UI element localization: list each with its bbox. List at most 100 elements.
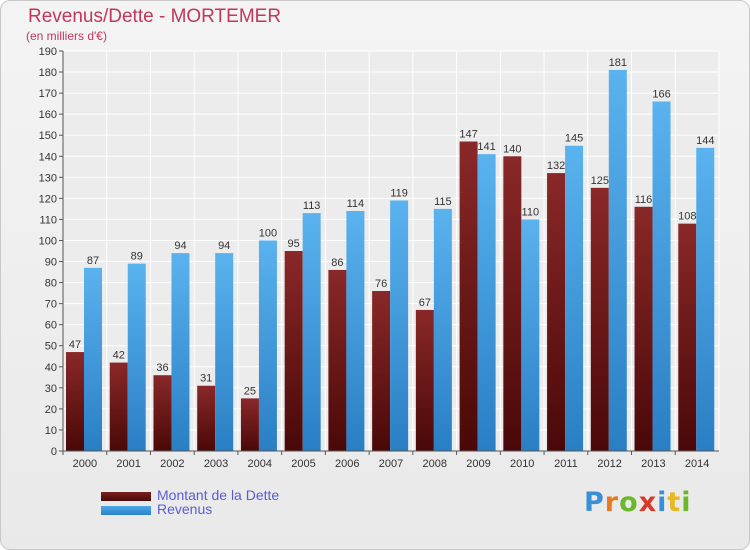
y-tick-label: 10 [45, 425, 57, 437]
proxiti-logo: Proxiti [584, 487, 692, 518]
x-tick-label: 2002 [160, 458, 184, 470]
data-label: 36 [156, 362, 168, 374]
chart-title: Revenus/Dette - MORTEMER [28, 6, 282, 27]
data-label: 125 [591, 175, 609, 187]
data-label: 100 [259, 227, 277, 239]
y-tick-label: 90 [45, 257, 57, 269]
y-tick-label: 140 [39, 151, 57, 163]
bar-revenue [171, 253, 190, 451]
data-label: 114 [347, 198, 365, 210]
bar-revenue [215, 253, 234, 451]
x-tick-label: 2011 [554, 458, 578, 470]
y-tick-label: 170 [39, 88, 57, 100]
y-tick-label: 100 [39, 235, 57, 247]
x-tick-label: 2010 [510, 458, 534, 470]
x-tick-label: 2012 [597, 458, 621, 470]
y-tick-label: 70 [45, 299, 57, 311]
y-tick-label: 0 [51, 446, 57, 458]
bar-debt [66, 352, 84, 451]
bar-debt [547, 173, 566, 451]
legend-swatch-revenue [101, 505, 151, 515]
data-label: 76 [375, 278, 387, 290]
y-tick-label: 180 [39, 67, 57, 79]
bar-debt [372, 291, 391, 451]
data-label: 87 [87, 255, 99, 267]
data-label: 181 [609, 57, 627, 69]
bar-revenue [127, 263, 146, 451]
bar-debt [590, 187, 609, 451]
x-tick-label: 2008 [422, 458, 446, 470]
data-label: 67 [419, 297, 431, 309]
bar-debt [459, 141, 478, 452]
data-label: 166 [652, 89, 670, 101]
data-label: 115 [434, 196, 452, 208]
y-tick-label: 150 [39, 130, 57, 142]
chart-subtitle: (en milliers d'€) [26, 29, 107, 43]
x-tick-label: 2000 [73, 458, 97, 470]
y-tick-label: 130 [39, 172, 57, 184]
bar-revenue [390, 200, 409, 451]
data-label: 31 [200, 373, 212, 385]
y-tick-label: 60 [45, 320, 57, 332]
data-label: 119 [390, 187, 408, 199]
data-label: 140 [503, 143, 521, 155]
x-tick-label: 2014 [685, 458, 709, 470]
x-tick-label: 2003 [204, 458, 228, 470]
y-tick-label: 190 [39, 46, 57, 58]
x-tick-label: 2005 [291, 458, 315, 470]
data-label: 141 [477, 141, 495, 153]
x-tick-label: 2009 [466, 458, 490, 470]
bar-revenue [696, 147, 715, 451]
y-tick-label: 110 [39, 214, 57, 226]
data-label: 147 [459, 129, 477, 141]
y-tick-label: 120 [39, 193, 57, 205]
bar-debt [109, 362, 128, 451]
data-label: 94 [218, 240, 230, 252]
data-label: 145 [565, 133, 583, 145]
y-tick-label: 30 [45, 383, 57, 395]
data-label: 94 [174, 240, 186, 252]
bar-revenue [565, 145, 584, 451]
y-tick-label: 40 [45, 362, 57, 374]
data-label: 25 [244, 385, 256, 397]
legend-label-debt: Montant de la Dette [157, 487, 280, 503]
data-label: 116 [635, 194, 653, 206]
y-tick-label: 50 [45, 341, 57, 353]
data-label: 42 [113, 350, 125, 362]
data-label: 86 [331, 257, 343, 269]
bar-revenue [346, 211, 365, 451]
bar-debt [415, 309, 434, 451]
bar-revenue [521, 219, 540, 451]
y-tick-label: 20 [45, 404, 57, 416]
bar-debt [240, 398, 259, 451]
bar-revenue [652, 101, 671, 452]
bar-debt [153, 375, 172, 451]
y-tick-label: 80 [45, 278, 57, 290]
data-label: 110 [522, 206, 540, 218]
data-label: 47 [69, 339, 81, 351]
data-label: 132 [547, 160, 565, 172]
legend-swatch-debt [101, 491, 151, 501]
data-label: 108 [678, 211, 696, 223]
bar-debt [678, 223, 697, 451]
bar-revenue [477, 154, 496, 451]
data-label: 89 [131, 251, 143, 263]
x-tick-label: 2013 [641, 458, 665, 470]
legend-item-revenue: Revenus [101, 501, 212, 517]
bar-debt [503, 156, 522, 451]
bar-revenue [302, 213, 321, 451]
data-label: 144 [696, 135, 714, 147]
bar-debt [284, 251, 303, 451]
x-tick-label: 2006 [335, 458, 359, 470]
x-tick-label: 2004 [248, 458, 272, 470]
bar-debt [634, 206, 653, 451]
bar-debt [328, 269, 347, 451]
data-label: 113 [303, 200, 321, 212]
bar-revenue [608, 69, 627, 452]
data-label: 95 [288, 238, 300, 250]
bar-revenue [258, 240, 277, 451]
y-tick-label: 160 [39, 109, 57, 121]
legend-label-revenue: Revenus [157, 501, 213, 517]
